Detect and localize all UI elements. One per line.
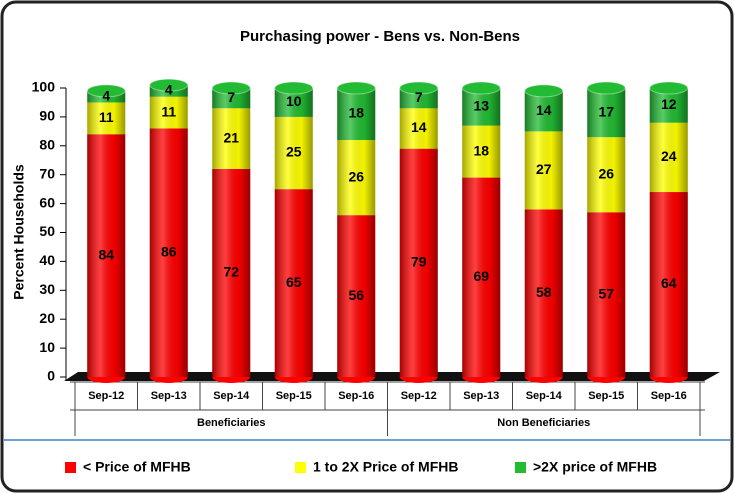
x-tick-label: Sep-15 [276,390,312,402]
x-tick-label: Sep-13 [151,390,187,402]
data-label: 24 [661,148,677,164]
x-tick-label: Sep-15 [588,390,624,402]
bar-shade [87,90,126,377]
data-label: 11 [161,103,176,119]
group-label: Non Beneficiaries [497,417,590,429]
bar-shade [149,85,188,378]
data-label: 57 [598,285,614,301]
x-tick-label: Sep-12 [88,390,124,402]
data-label: 13 [473,97,489,113]
legend-label: >2X price of MFHB [533,459,657,475]
data-label: 18 [473,142,489,158]
data-label: 65 [286,274,302,290]
data-label: 11 [99,109,114,125]
bar-cap [86,84,126,98]
bar-cap [461,81,501,95]
data-label: 86 [161,243,177,259]
data-label: 7 [227,89,235,105]
data-label: 25 [286,144,302,160]
y-tick-label: 80 [39,137,55,153]
x-tick-label: Sep-16 [651,390,687,402]
data-label: 10 [286,93,302,109]
data-label: 84 [98,246,114,262]
y-tick-label: 10 [39,339,55,355]
bar-shade [212,88,251,377]
data-label: 14 [536,102,552,118]
x-tick-label: Sep-16 [338,390,374,402]
y-tick-label: 70 [39,165,55,181]
bar-cap [336,81,376,95]
y-tick-label: 0 [47,368,55,384]
legend-swatch [295,462,306,473]
y-tick-label: 40 [39,252,55,268]
data-label: 64 [661,275,677,291]
legend-label: 1 to 2X Price of MFHB [313,459,458,475]
bar-cap [149,78,189,92]
bar-shade [337,88,376,377]
data-label: 7 [415,89,423,105]
bar-shade [399,88,438,377]
bar-shade [462,88,501,377]
bar-cap [524,84,564,98]
x-tick-label: Sep-12 [401,390,437,402]
x-tick-label: Sep-14 [213,390,250,402]
bar-shade [524,90,563,377]
data-label: 72 [223,264,239,280]
data-label: 27 [536,161,552,177]
bar-cap [586,81,626,95]
legend-swatch [65,462,76,473]
data-label: 56 [348,287,364,303]
data-label: 18 [348,105,364,121]
bar-cap [649,81,689,95]
chart-title: Purchasing power - Bens vs. Non-Bens [240,28,520,45]
y-tick-label: 90 [39,108,55,124]
bar-cap [274,81,314,95]
y-axis-label: Percent Households [11,164,27,300]
data-label: 17 [598,103,614,119]
bar-cap [399,81,439,95]
group-label: Beneficiaries [197,417,265,429]
x-tick-label: Sep-13 [463,390,499,402]
data-label: 14 [411,119,427,135]
legend-swatch [515,462,526,473]
data-label: 58 [536,284,552,300]
data-label: 21 [223,129,239,145]
data-label: 12 [661,96,677,112]
y-tick-label: 50 [39,223,55,239]
bar-shade [274,88,313,377]
bar-cap [211,81,251,95]
bar-shade [649,88,688,377]
bar-shade [587,88,626,377]
data-label: 4 [102,87,110,103]
x-tick-label: Sep-14 [526,390,563,402]
y-tick-label: 30 [39,281,55,297]
y-tick-label: 60 [39,194,55,210]
data-label: 26 [348,168,364,184]
data-label: 69 [473,268,489,284]
data-label: 79 [411,254,427,270]
legend-label: < Price of MFHB [83,459,191,475]
y-tick-label: 100 [32,79,56,95]
data-label: 4 [165,82,173,98]
y-tick-label: 20 [39,310,55,326]
data-label: 26 [598,165,614,181]
